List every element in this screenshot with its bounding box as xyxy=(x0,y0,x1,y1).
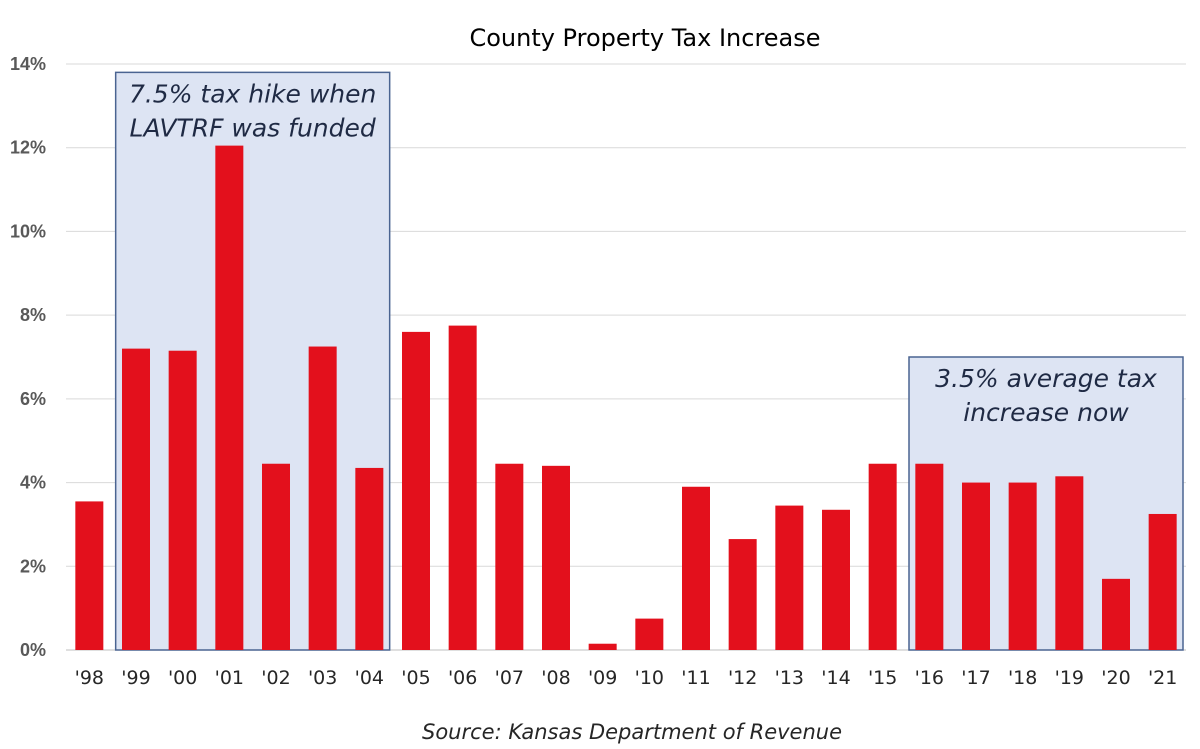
x-axis-ticks: '98 '99 '00 '01 '02 '03 '04 '05 '06 '07 '08 '09 '10 '… xyxy=(75,667,1178,689)
x-tick-label: '03 xyxy=(308,667,337,689)
y-tick-label: 12% xyxy=(10,138,46,158)
x-tick-label: '19 xyxy=(1055,667,1084,689)
chart-title: County Property Tax Increase xyxy=(469,24,820,52)
source-note: Source: Kansas Department of Revenue xyxy=(422,720,842,744)
y-tick-label: 14% xyxy=(10,54,46,74)
x-tick-label: '05 xyxy=(401,667,430,689)
bar-98 xyxy=(75,501,104,650)
x-tick-label: '09 xyxy=(588,667,617,689)
y-tick-label: 0% xyxy=(20,640,46,660)
y-tick-label: 10% xyxy=(10,221,46,241)
x-tick-label: '00 xyxy=(168,667,197,689)
bar-04 xyxy=(355,467,384,650)
bar-00 xyxy=(168,350,197,650)
x-tick-label: '11 xyxy=(681,667,710,689)
bars xyxy=(75,145,1177,650)
annotation-text: increase now xyxy=(963,398,1129,427)
bar-03 xyxy=(308,346,337,650)
bar-19 xyxy=(1055,476,1084,650)
bar-20 xyxy=(1102,578,1130,650)
y-tick-label: 4% xyxy=(20,473,46,493)
x-tick-label: '10 xyxy=(635,667,664,689)
bar-21 xyxy=(1148,513,1177,650)
bar-01 xyxy=(215,145,244,650)
bar-09 xyxy=(588,643,617,650)
x-tick-label: '21 xyxy=(1148,667,1177,689)
y-tick-label: 8% xyxy=(20,305,46,325)
x-tick-label: '07 xyxy=(495,667,524,689)
bar-06 xyxy=(448,325,477,650)
x-tick-label: '13 xyxy=(775,667,804,689)
bar-14 xyxy=(822,509,850,650)
x-tick-label: '15 xyxy=(868,667,897,689)
x-tick-label: '08 xyxy=(541,667,570,689)
x-tick-label: '20 xyxy=(1101,667,1130,689)
x-tick-label: '12 xyxy=(728,667,757,689)
x-tick-label: '04 xyxy=(355,667,384,689)
x-tick-label: '16 xyxy=(915,667,944,689)
bar-17 xyxy=(962,482,990,650)
annotation-box xyxy=(114,71,391,651)
y-axis-ticks: 0% 2% 4% 6% 8% 10% 12% 14% xyxy=(10,54,46,660)
bar-15 xyxy=(868,463,897,650)
x-tick-label: '99 xyxy=(121,667,150,689)
annotation-text: 3.5% average tax xyxy=(935,364,1157,393)
x-tick-label: '98 xyxy=(75,667,104,689)
bar-13 xyxy=(775,505,804,650)
bar-18 xyxy=(1008,482,1037,650)
x-tick-label: '14 xyxy=(821,667,850,689)
y-tick-label: 2% xyxy=(20,556,46,576)
bar-11 xyxy=(682,486,710,650)
annotation-boxes xyxy=(114,71,1184,651)
x-tick-label: '01 xyxy=(215,667,244,689)
bar-10 xyxy=(635,618,664,650)
bar-05 xyxy=(402,331,430,650)
annotation-box xyxy=(908,356,1184,651)
bar-02 xyxy=(262,463,290,650)
bar-16 xyxy=(915,463,944,650)
bar-08 xyxy=(542,465,570,650)
x-tick-label: '17 xyxy=(961,667,990,689)
bar-99 xyxy=(122,348,150,650)
y-tick-label: 6% xyxy=(20,389,46,409)
x-tick-label: '02 xyxy=(261,667,290,689)
annotation-text: 7.5% tax hike when xyxy=(129,79,376,108)
x-tick-label: '06 xyxy=(448,667,477,689)
bar-07 xyxy=(495,463,524,650)
annotation-texts: 7.5% tax hike when LAVTRF was funded 3.5% … xyxy=(129,79,1157,427)
x-tick-label: '18 xyxy=(1008,667,1037,689)
bar-12 xyxy=(728,539,757,650)
annotation-text: LAVTRF was funded xyxy=(130,113,376,142)
